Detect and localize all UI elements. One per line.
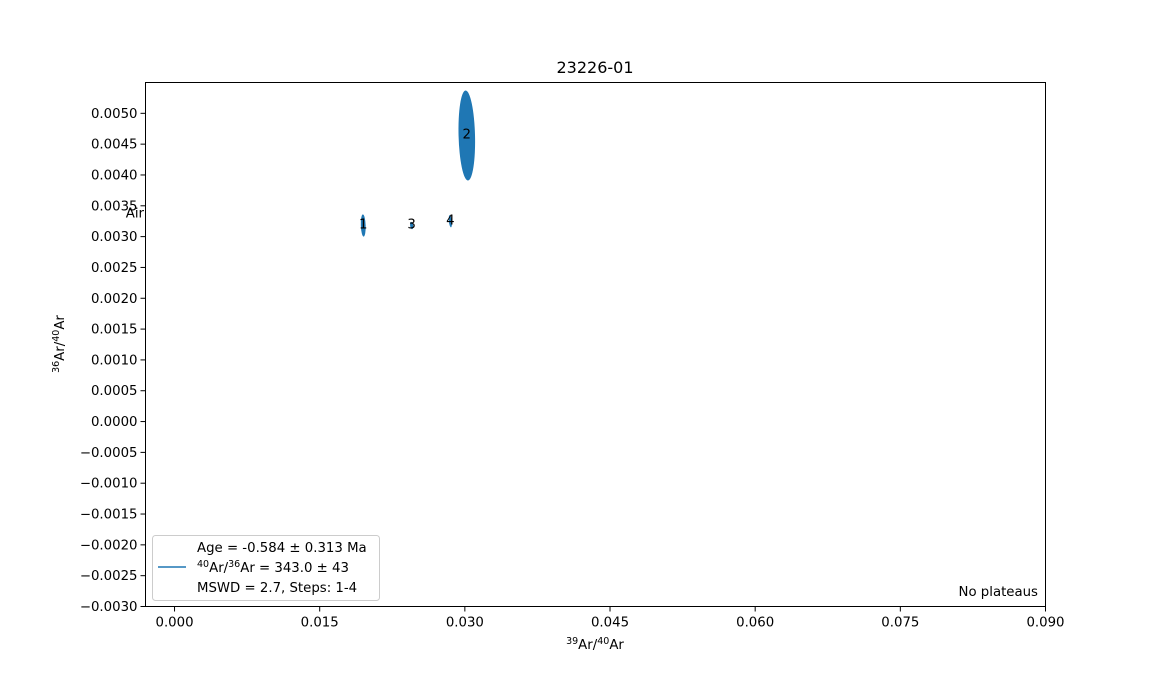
y-tick-label: 0.0000 bbox=[91, 415, 138, 430]
x-label-base2: Ar bbox=[609, 638, 624, 653]
legend-mswd: MSWD = 2.7, Steps: 1-4 bbox=[197, 581, 357, 596]
y-tick-label: −0.0025 bbox=[80, 569, 138, 584]
no-plateaus-annotation: No plateaus bbox=[959, 585, 1039, 600]
x-label-sep: / bbox=[593, 638, 598, 653]
chart-title: 23226-01 bbox=[556, 58, 633, 77]
y-tick-label: 0.0040 bbox=[91, 168, 138, 183]
x-tick-label: 0.045 bbox=[591, 616, 629, 631]
x-tick-label: 0.000 bbox=[155, 616, 193, 631]
x-tick-label: 0.075 bbox=[881, 616, 919, 631]
step-label-4: 4 bbox=[446, 213, 454, 228]
y-label-sep: / bbox=[53, 341, 68, 346]
y-tick-label: 0.0045 bbox=[91, 138, 138, 153]
x-tick-label: 0.090 bbox=[1026, 616, 1064, 631]
data-marks: 1 2 3 4 bbox=[359, 90, 476, 237]
legend-ratio-sup2: 36 bbox=[228, 559, 240, 570]
y-tick-label: −0.0010 bbox=[80, 477, 138, 492]
y-axis-label: 36Ar/40Ar bbox=[51, 315, 68, 373]
y-tick-label: 0.0035 bbox=[91, 199, 138, 214]
x-label-base1: Ar bbox=[578, 638, 593, 653]
legend-ratio-post: Ar = 343.0 ± 43 bbox=[240, 561, 349, 576]
step-label-1: 1 bbox=[359, 218, 367, 233]
error-ellipse-3 bbox=[410, 221, 414, 230]
y-tick-label: −0.0005 bbox=[80, 446, 138, 461]
plot-frame bbox=[145, 82, 1046, 607]
x-axis-label: 39Ar/40Ar bbox=[566, 636, 624, 653]
y-tick-label: −0.0015 bbox=[80, 508, 138, 523]
y-tick-label: 0.0010 bbox=[91, 353, 138, 368]
y-axis-ticks: 0.0050 0.0045 0.0040 0.0035 0.0030 0.0025 0.00… bbox=[80, 107, 146, 615]
legend-box bbox=[152, 535, 380, 601]
y-label-base1: Ar bbox=[53, 346, 68, 361]
y-tick-label: 0.0015 bbox=[91, 323, 138, 338]
x-axis-ticks: 0.000 0.015 0.030 0.045 0.060 0.075 0.090 bbox=[155, 606, 1065, 631]
legend-age: Age = -0.584 ± 0.313 Ma bbox=[197, 541, 367, 556]
y-tick-label: −0.0020 bbox=[80, 538, 138, 553]
y-tick-label: 0.0005 bbox=[91, 384, 138, 399]
error-ellipse-2 bbox=[458, 90, 476, 181]
y-tick-label: 0.0050 bbox=[91, 107, 138, 122]
y-label-base2: Ar bbox=[53, 315, 68, 330]
y-tick-label: 0.0030 bbox=[91, 230, 138, 245]
y-tick-label: −0.0030 bbox=[80, 600, 138, 615]
step-label-3: 3 bbox=[407, 218, 415, 233]
y-label-sup1: 36 bbox=[51, 361, 62, 373]
air-label: Air bbox=[126, 207, 145, 222]
y-tick-label: 0.0020 bbox=[91, 292, 138, 307]
x-tick-label: 0.015 bbox=[301, 616, 339, 631]
legend: Age = -0.584 ± 0.313 Ma 40Ar/36Ar = 343.… bbox=[152, 535, 380, 601]
error-ellipse-4 bbox=[448, 215, 452, 228]
x-tick-label: 0.060 bbox=[736, 616, 774, 631]
y-tick-label: 0.0025 bbox=[91, 261, 138, 276]
x-tick-label: 0.030 bbox=[446, 616, 484, 631]
error-ellipse-1 bbox=[360, 214, 366, 237]
x-label-sup1: 39 bbox=[566, 636, 578, 647]
legend-ratio-mid: Ar/ bbox=[209, 561, 229, 576]
step-label-2: 2 bbox=[463, 128, 471, 143]
legend-ratio: 40Ar/36Ar = 343.0 ± 43 bbox=[197, 559, 349, 576]
legend-ratio-sup1: 40 bbox=[197, 559, 209, 570]
x-label-sup2: 40 bbox=[597, 636, 609, 647]
y-label-sup2: 40 bbox=[51, 330, 62, 342]
